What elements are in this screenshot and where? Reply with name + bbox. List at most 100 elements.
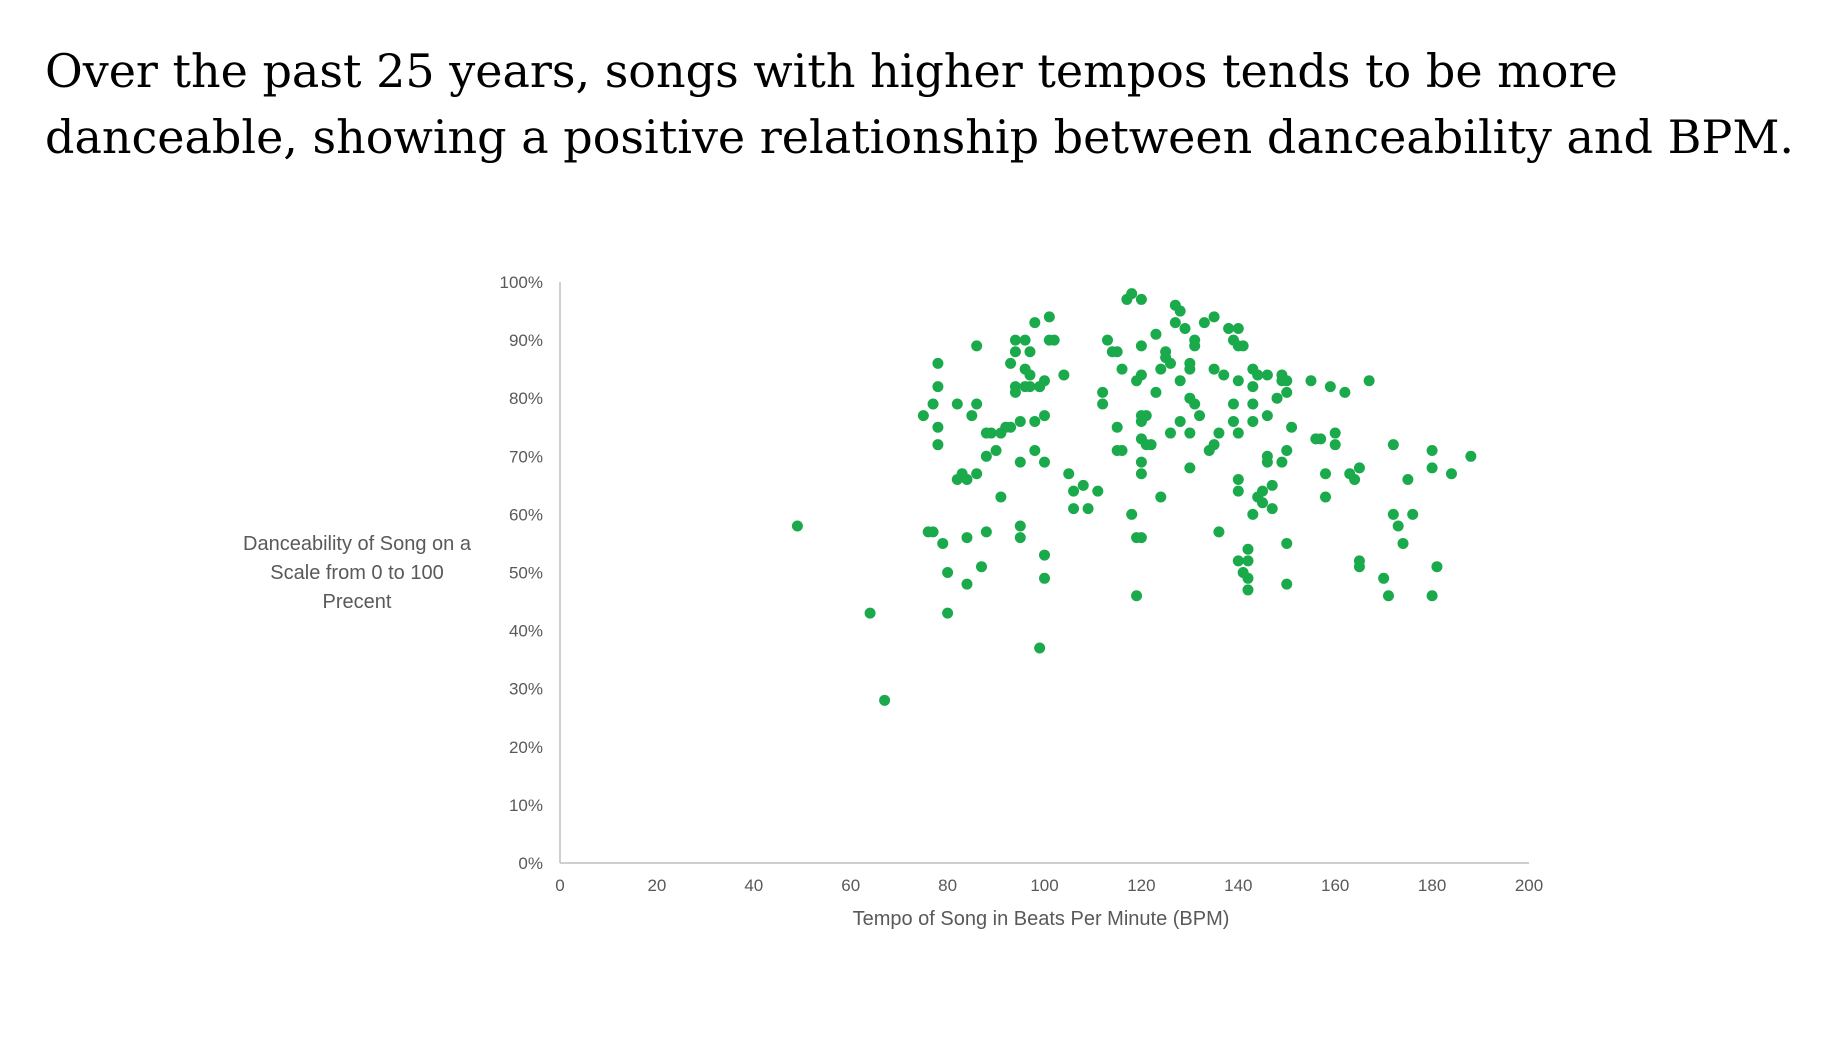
data-point xyxy=(1232,485,1244,497)
data-point xyxy=(1242,584,1254,596)
data-point xyxy=(879,694,891,706)
data-point xyxy=(1378,572,1390,584)
data-point xyxy=(1208,363,1220,375)
data-point xyxy=(961,474,973,486)
data-point xyxy=(1092,485,1104,497)
data-point xyxy=(971,398,983,410)
data-point xyxy=(1286,421,1298,433)
x-tick-label: 200 xyxy=(1515,876,1543,895)
data-point xyxy=(1266,479,1278,491)
data-point xyxy=(1353,561,1365,573)
data-point xyxy=(1382,590,1394,602)
data-point xyxy=(1135,456,1147,468)
data-point xyxy=(1227,398,1239,410)
data-point xyxy=(1126,508,1138,520)
data-point xyxy=(1281,537,1293,549)
data-point xyxy=(1387,508,1399,520)
data-point xyxy=(1150,386,1162,398)
y-tick-label: 60% xyxy=(509,505,543,524)
data-point xyxy=(1223,322,1235,334)
x-tick-label: 180 xyxy=(1418,876,1446,895)
x-tick-label: 0 xyxy=(555,876,564,895)
data-point xyxy=(1135,293,1147,305)
x-tick-label: 160 xyxy=(1321,876,1349,895)
data-point xyxy=(1281,578,1293,590)
chart-tick-labels: 0 20 40 60 80 100 120 140 160 180 200 0% 10% 20% 30% 40… xyxy=(500,273,1544,895)
data-point xyxy=(1261,369,1273,381)
data-point xyxy=(1218,369,1230,381)
data-point xyxy=(1320,491,1332,503)
data-point xyxy=(1063,468,1075,480)
y-tick-label: 10% xyxy=(509,796,543,815)
data-point xyxy=(1135,468,1147,480)
data-point xyxy=(1227,415,1239,427)
data-point xyxy=(1349,474,1361,486)
x-tick-label: 100 xyxy=(1030,876,1058,895)
data-point xyxy=(1305,375,1317,387)
data-point xyxy=(1315,433,1327,445)
slide-title: Over the past 25 years, songs with highe… xyxy=(45,44,1795,164)
data-point xyxy=(1097,398,1109,410)
data-point xyxy=(1237,340,1249,352)
data-point xyxy=(1247,415,1259,427)
data-point xyxy=(1039,375,1050,387)
data-point xyxy=(1029,444,1041,456)
data-point xyxy=(1155,363,1167,375)
data-point xyxy=(1039,410,1050,422)
data-point xyxy=(1232,375,1244,387)
x-tick-label: 140 xyxy=(1224,876,1252,895)
data-point xyxy=(864,607,876,619)
data-point xyxy=(1101,334,1113,346)
y-tick-label: 20% xyxy=(509,738,543,757)
data-point xyxy=(1068,503,1080,515)
data-point xyxy=(1068,485,1080,497)
data-point xyxy=(1048,334,1060,346)
data-point xyxy=(1024,381,1036,393)
data-point xyxy=(1140,410,1152,422)
data-point xyxy=(1174,375,1186,387)
data-point xyxy=(1160,346,1172,358)
data-point xyxy=(917,410,929,422)
data-point xyxy=(1329,439,1341,451)
data-point xyxy=(990,444,1002,456)
data-point xyxy=(1353,462,1365,474)
data-point xyxy=(1155,491,1167,503)
y-tick-label: 70% xyxy=(509,447,543,466)
chart-points xyxy=(791,288,1477,706)
data-point xyxy=(937,537,949,549)
data-point xyxy=(1009,334,1021,346)
y-axis-title-line-1: Danceability of Song on a xyxy=(243,533,472,555)
data-point xyxy=(1232,474,1244,486)
data-point xyxy=(927,526,939,538)
y-tick-label: 0% xyxy=(518,854,543,873)
data-point xyxy=(1135,340,1147,352)
data-point xyxy=(1145,439,1157,451)
data-point xyxy=(1005,421,1017,433)
data-point xyxy=(1189,398,1201,410)
data-point xyxy=(1174,305,1186,317)
data-point xyxy=(1271,392,1283,404)
data-point xyxy=(1111,346,1123,358)
data-point xyxy=(1431,561,1443,573)
data-point xyxy=(1329,427,1341,439)
data-point xyxy=(1184,462,1196,474)
data-point xyxy=(1039,572,1050,584)
data-point xyxy=(1097,386,1109,398)
data-point xyxy=(1324,381,1336,393)
data-point xyxy=(1397,537,1409,549)
data-point xyxy=(1232,322,1244,334)
data-point xyxy=(961,532,973,544)
data-point xyxy=(1150,328,1162,340)
y-tick-label: 40% xyxy=(509,622,543,641)
data-point xyxy=(971,468,983,480)
data-point xyxy=(1029,317,1041,329)
data-point xyxy=(1164,357,1176,369)
data-point xyxy=(995,491,1007,503)
data-point xyxy=(1034,642,1046,654)
data-point xyxy=(1179,322,1191,334)
data-point xyxy=(1005,357,1017,369)
data-point xyxy=(1116,363,1128,375)
data-point xyxy=(1281,375,1293,387)
data-point xyxy=(942,567,954,578)
